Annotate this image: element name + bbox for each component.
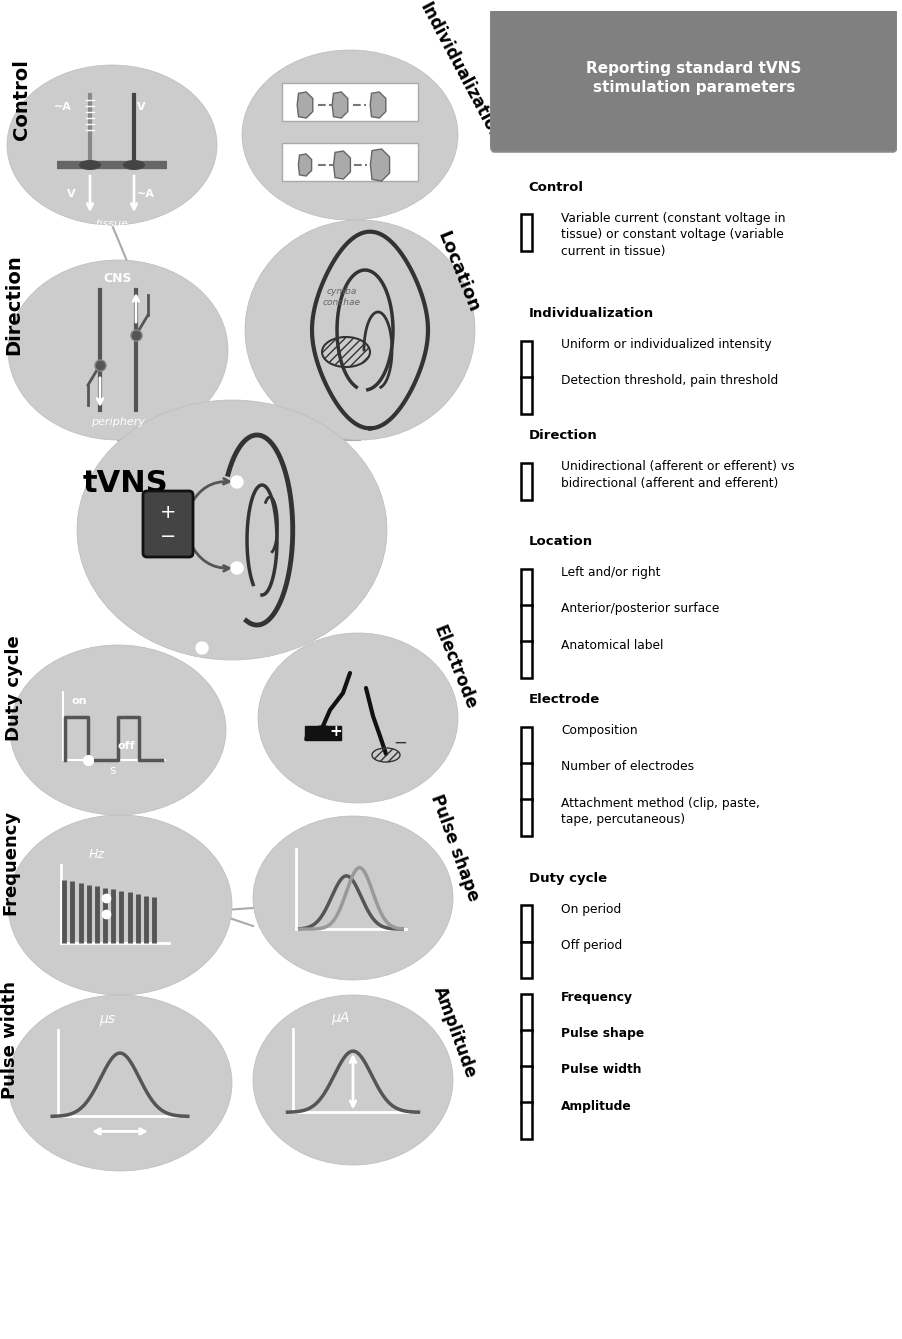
Text: Electrode: Electrode (430, 623, 480, 712)
FancyBboxPatch shape (520, 1102, 532, 1139)
Text: Control: Control (13, 59, 32, 141)
FancyBboxPatch shape (520, 641, 532, 678)
Text: off: off (118, 740, 135, 751)
FancyBboxPatch shape (520, 905, 532, 943)
Text: Pulse shape: Pulse shape (428, 793, 483, 904)
Text: tissue: tissue (96, 220, 128, 229)
Text: tVNS: tVNS (82, 469, 168, 498)
Text: Anatomical label: Anatomical label (561, 639, 664, 652)
Text: s: s (109, 765, 116, 777)
Text: Amplitude: Amplitude (430, 984, 480, 1081)
Text: Duty cycle: Duty cycle (529, 872, 607, 885)
Text: CNS: CNS (104, 272, 133, 285)
Text: Uniform or individualized intensity: Uniform or individualized intensity (561, 339, 772, 351)
Ellipse shape (123, 159, 145, 170)
Polygon shape (371, 149, 390, 181)
Text: Pulse width: Pulse width (1, 981, 19, 1099)
FancyBboxPatch shape (520, 1030, 532, 1067)
Text: Reporting standard tVNS
stimulation parameters: Reporting standard tVNS stimulation para… (586, 60, 802, 95)
Text: V: V (68, 189, 76, 200)
FancyBboxPatch shape (143, 491, 193, 557)
Ellipse shape (10, 645, 226, 815)
Text: Control: Control (529, 181, 584, 194)
FancyBboxPatch shape (520, 605, 532, 641)
Ellipse shape (253, 995, 453, 1165)
Ellipse shape (242, 50, 458, 220)
Bar (282, 143, 418, 181)
FancyBboxPatch shape (520, 1066, 532, 1103)
Ellipse shape (8, 995, 232, 1172)
Ellipse shape (253, 815, 453, 980)
Text: +: + (329, 724, 343, 739)
Text: −: − (393, 734, 407, 753)
FancyBboxPatch shape (520, 763, 532, 799)
Text: Individualization: Individualization (416, 0, 504, 145)
Text: Hz: Hz (88, 848, 105, 861)
Polygon shape (332, 92, 348, 118)
Text: Electrode: Electrode (529, 694, 600, 706)
FancyBboxPatch shape (520, 727, 532, 763)
Ellipse shape (8, 815, 232, 995)
FancyBboxPatch shape (520, 799, 532, 836)
Text: ~A: ~A (137, 189, 155, 200)
Text: Duty cycle: Duty cycle (5, 635, 23, 740)
Ellipse shape (77, 400, 387, 660)
Text: Amplitude: Amplitude (561, 1099, 632, 1113)
FancyBboxPatch shape (520, 378, 532, 414)
Text: cymba
conchae: cymba conchae (323, 287, 361, 307)
Text: Direction: Direction (5, 254, 23, 355)
Text: Location: Location (529, 536, 593, 548)
Text: Anterior/posterior surface: Anterior/posterior surface (561, 603, 720, 616)
Text: Detection threshold, pain threshold: Detection threshold, pain threshold (561, 375, 778, 387)
Polygon shape (305, 726, 341, 740)
Ellipse shape (258, 633, 458, 803)
Text: Frequency: Frequency (1, 810, 19, 915)
Ellipse shape (7, 66, 217, 225)
Text: Attachment method (clip, paste,
tape, percutaneous): Attachment method (clip, paste, tape, pe… (561, 797, 760, 826)
Polygon shape (297, 92, 313, 118)
FancyBboxPatch shape (520, 214, 532, 252)
Text: −: − (160, 528, 176, 546)
Text: Direction: Direction (529, 428, 597, 442)
Text: On period: On period (561, 902, 621, 916)
Text: Variable current (constant voltage in
tissue) or constant voltage (variable
curr: Variable current (constant voltage in ti… (561, 212, 786, 257)
Text: Left and/or right: Left and/or right (561, 566, 661, 578)
Text: Unidirectional (afferent or efferent) vs
bidirectional (afferent and efferent): Unidirectional (afferent or efferent) vs… (561, 461, 795, 490)
Text: Number of electrodes: Number of electrodes (561, 761, 695, 774)
Text: Pulse width: Pulse width (561, 1063, 642, 1077)
FancyBboxPatch shape (520, 941, 532, 979)
Text: V: V (137, 102, 145, 112)
FancyBboxPatch shape (520, 463, 532, 499)
Text: on: on (71, 696, 87, 707)
Polygon shape (299, 154, 311, 175)
FancyBboxPatch shape (520, 340, 532, 378)
FancyBboxPatch shape (520, 994, 532, 1031)
Text: periphery: periphery (91, 416, 145, 427)
FancyBboxPatch shape (490, 4, 897, 151)
Ellipse shape (245, 220, 475, 441)
FancyBboxPatch shape (520, 569, 532, 605)
Text: +: + (160, 503, 176, 522)
Text: μA: μA (331, 1011, 349, 1026)
Ellipse shape (8, 260, 228, 441)
Polygon shape (334, 151, 350, 179)
Text: Frequency: Frequency (561, 991, 633, 1004)
Bar (282, 83, 418, 121)
Text: Pulse shape: Pulse shape (561, 1027, 645, 1040)
Circle shape (231, 562, 243, 574)
Text: μs: μs (98, 1012, 115, 1026)
FancyBboxPatch shape (488, 0, 899, 1339)
Circle shape (231, 475, 243, 487)
Text: Individualization: Individualization (529, 307, 654, 320)
Text: Off period: Off period (561, 939, 622, 952)
Circle shape (196, 641, 208, 653)
Text: Location: Location (434, 229, 483, 315)
Polygon shape (305, 726, 341, 740)
Text: Composition: Composition (561, 724, 638, 738)
Ellipse shape (79, 159, 101, 170)
Text: ~A: ~A (54, 102, 72, 112)
Polygon shape (370, 92, 386, 118)
